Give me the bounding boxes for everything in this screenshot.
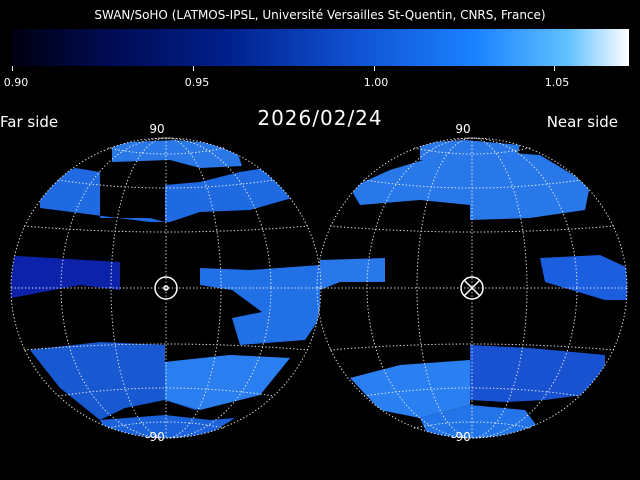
colorbar-tick	[193, 66, 194, 71]
colorbar-tick-label: 1.05	[544, 76, 570, 89]
near-side-map	[320, 140, 627, 438]
coordinate-grid	[10, 137, 628, 439]
far-side-label: Far side	[0, 113, 59, 131]
lat-label-top-right: 90	[455, 122, 471, 136]
far-side-map	[11, 140, 320, 438]
colorbar-tick	[374, 66, 375, 71]
colorbar-tick	[554, 66, 555, 71]
date-label: 2026/02/24	[257, 106, 383, 130]
near-side-label: Near side	[546, 113, 618, 131]
lat-label-bottom-right: -90	[451, 430, 471, 444]
colorbar-tick-label: 0.90	[3, 76, 29, 89]
colorbar	[12, 29, 629, 66]
colorbar-tick-label: 0.95	[184, 76, 210, 89]
colorbar-tick	[12, 66, 13, 71]
sun-marker	[460, 276, 484, 300]
lat-label-top-left: 90	[149, 122, 165, 136]
colorbar-tick-label: 1.00	[363, 76, 389, 89]
lat-label-bottom-left: -90	[145, 430, 165, 444]
anti-sun-marker	[154, 276, 178, 300]
header-title: SWAN/SoHO (LATMOS-IPSL, Université Versa…	[94, 8, 546, 22]
